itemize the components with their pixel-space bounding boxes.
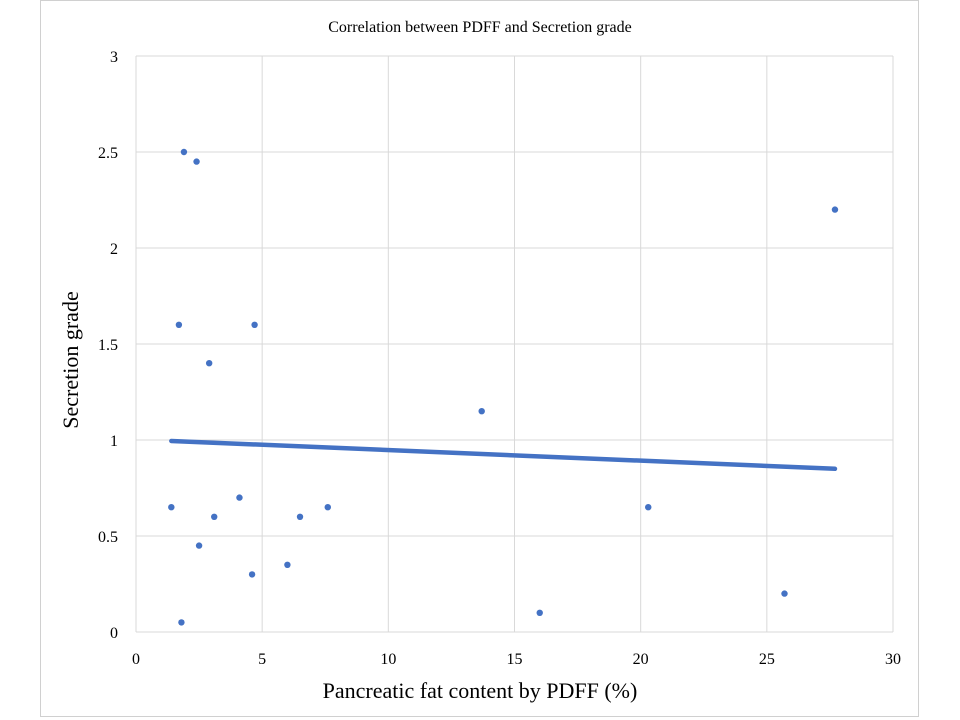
chart-frame [40, 0, 919, 717]
y-tick-label: 2 [110, 241, 118, 258]
data-point [645, 504, 652, 511]
linear-trendline [169, 438, 838, 472]
y-tick-label: 1 [110, 433, 118, 450]
x-axis-label: Pancreatic fat content by PDFF (%) [323, 678, 638, 703]
data-point [175, 321, 183, 328]
x-tick-label: 30 [885, 651, 901, 668]
trendline-layer [169, 438, 838, 472]
x-tick-label: 5 [258, 651, 266, 668]
data-point [195, 542, 203, 549]
y-tick-labels: 0 0.5 1 1.5 2 2.5 3 [98, 49, 118, 642]
data-points [168, 148, 839, 626]
data-point [211, 513, 218, 520]
x-tick-label: 10 [380, 651, 396, 668]
data-point [236, 494, 243, 501]
data-point [536, 609, 543, 616]
x-tick-label: 15 [507, 651, 523, 668]
y-tick-label: 2.5 [98, 145, 118, 162]
data-point [248, 571, 256, 578]
data-point [180, 148, 188, 156]
x-tick-labels: 0 5 10 15 20 25 30 [132, 651, 901, 668]
data-point [251, 321, 258, 328]
data-point [831, 206, 839, 213]
data-point [178, 619, 185, 626]
data-point [193, 158, 200, 165]
data-point [781, 590, 788, 597]
chart-title: Correlation between PDFF and Secretion g… [328, 19, 631, 36]
y-tick-label: 0.5 [98, 529, 118, 546]
x-tick-label: 25 [759, 651, 775, 668]
data-point [324, 504, 331, 511]
data-point [478, 408, 485, 415]
y-tick-label: 3 [110, 49, 118, 66]
y-tick-label: 1.5 [98, 337, 118, 354]
data-point [168, 504, 175, 511]
data-point [284, 561, 291, 568]
x-tick-label: 20 [633, 651, 649, 668]
data-point [205, 360, 213, 367]
y-tick-label: 0 [110, 625, 118, 642]
data-point [296, 513, 304, 520]
grid-lines [135, 55, 894, 633]
y-axis-label: Secretion grade [58, 291, 83, 428]
x-tick-label: 0 [132, 651, 140, 668]
